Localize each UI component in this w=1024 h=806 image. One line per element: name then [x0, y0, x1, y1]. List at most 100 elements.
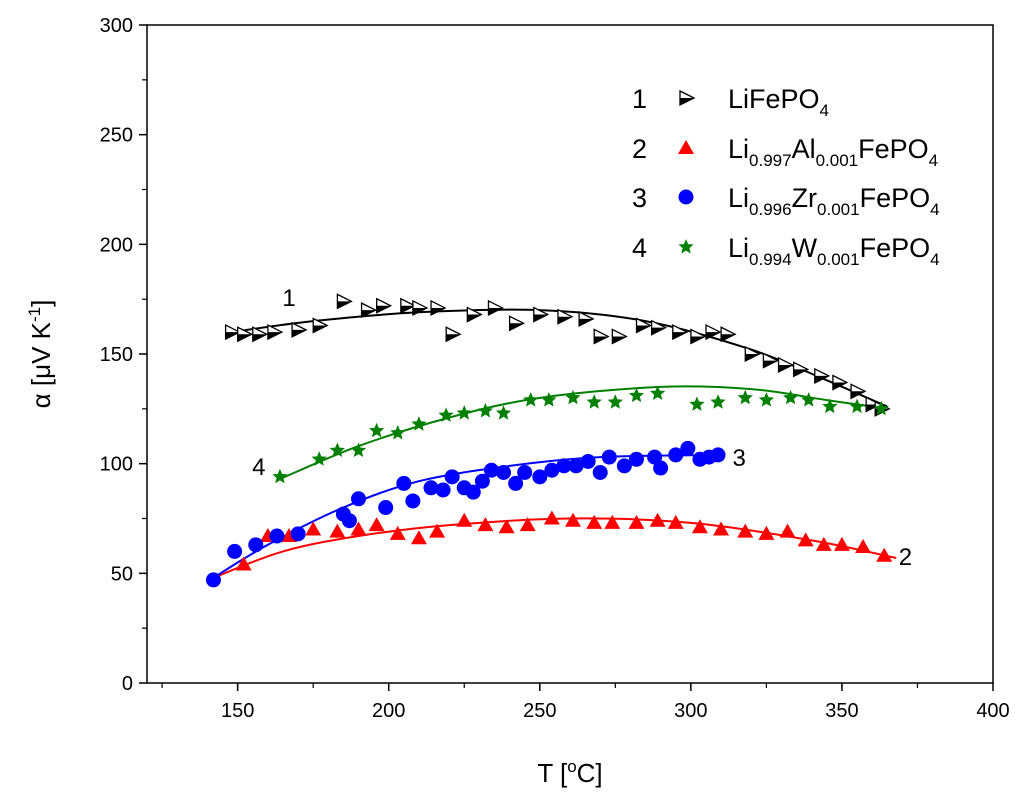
data-point	[438, 407, 454, 422]
data-point	[378, 500, 394, 516]
data-point	[305, 521, 322, 536]
data-point	[792, 361, 810, 378]
data-point	[405, 493, 421, 509]
data-point	[649, 512, 666, 527]
data-point	[435, 482, 451, 498]
y-axis-title: α [μV K-1]	[25, 300, 56, 409]
data-point	[329, 442, 345, 457]
data-point	[544, 462, 560, 478]
curve-label-3: 3	[733, 445, 746, 472]
data-point	[291, 321, 308, 338]
data-point	[650, 385, 666, 400]
data-point	[237, 326, 254, 343]
data-point	[252, 326, 269, 343]
y-tick-label: 150	[100, 344, 133, 366]
fit-curve-1	[231, 308, 888, 408]
legend-marker	[678, 239, 694, 254]
data-point	[720, 326, 737, 343]
data-point	[628, 387, 645, 403]
plot-frame	[146, 24, 994, 684]
x-tick-label: 400	[976, 700, 1009, 722]
legend-number: 2	[632, 134, 647, 164]
x-tick-label: 250	[523, 700, 556, 722]
legend-label: LiFePO4	[728, 84, 829, 120]
data-point	[508, 475, 524, 491]
data-point	[580, 453, 596, 469]
legend-number: 4	[632, 233, 647, 263]
data-point	[368, 517, 385, 532]
data-point	[429, 523, 446, 538]
data-point	[758, 392, 774, 407]
x-axis-title: T [oC]	[537, 757, 602, 788]
data-point	[650, 319, 668, 336]
legend-number: 1	[632, 84, 647, 114]
data-point	[710, 447, 726, 463]
data-point	[532, 469, 548, 485]
data-point	[815, 536, 832, 551]
data-point	[430, 299, 447, 316]
data-point	[797, 532, 814, 547]
data-point	[351, 491, 366, 507]
data-point	[412, 299, 429, 316]
data-point	[456, 405, 472, 420]
data-point	[779, 523, 796, 538]
data-point	[876, 547, 893, 562]
data-point	[668, 447, 684, 463]
legend-label: Li0.997Al0.001FePO4	[728, 134, 938, 170]
data-point	[628, 514, 645, 529]
data-point	[705, 324, 722, 341]
data-point	[592, 464, 608, 480]
data-point	[557, 308, 574, 325]
data-point	[822, 398, 838, 414]
data-point	[456, 512, 473, 527]
series-4	[272, 385, 889, 484]
data-point	[565, 389, 581, 405]
data-point	[360, 302, 378, 319]
fit-curve-4	[279, 385, 888, 480]
data-point	[445, 326, 462, 343]
data-point	[691, 519, 708, 534]
x-tick-label: 350	[825, 700, 858, 722]
data-point	[498, 519, 515, 534]
data-point	[586, 514, 603, 529]
data-point	[850, 383, 867, 400]
data-point	[224, 324, 242, 341]
data-point	[390, 425, 406, 440]
data-point	[465, 484, 481, 500]
fit-curve-2	[213, 517, 897, 579]
data-point	[543, 510, 560, 525]
data-point	[341, 513, 357, 529]
data-point	[235, 556, 252, 571]
data-point	[635, 317, 652, 334]
data-point	[227, 543, 243, 559]
data-point	[350, 442, 367, 457]
data-point	[667, 514, 684, 529]
data-point	[607, 394, 623, 409]
data-point	[517, 464, 533, 480]
curve-label-1: 1	[282, 285, 295, 312]
series-1	[224, 293, 891, 417]
data-point	[680, 440, 696, 456]
data-point	[519, 517, 536, 532]
data-point	[311, 451, 327, 466]
data-point	[601, 449, 617, 465]
legend: 1 LiFePO4 2 Li0.997Al0.001FePO4 3 Li0.996Zr0.…	[632, 84, 940, 269]
curve-label-2: 2	[899, 544, 912, 571]
x-tick-label: 150	[221, 700, 254, 722]
data-point	[710, 394, 726, 409]
data-point	[329, 523, 346, 538]
data-point	[801, 392, 817, 407]
curve-labels: 1 4 3 2	[252, 285, 912, 571]
data-point	[777, 356, 794, 374]
legend-marker	[678, 140, 694, 154]
data-point	[616, 458, 632, 474]
data-point	[376, 297, 393, 314]
data-point	[758, 525, 775, 540]
data-point	[672, 324, 689, 341]
legend-label: Li0.994W0.001FePO4	[728, 233, 940, 269]
data-point	[604, 514, 621, 529]
data-point	[350, 521, 367, 536]
data-point	[495, 405, 512, 420]
data-point	[737, 523, 754, 538]
